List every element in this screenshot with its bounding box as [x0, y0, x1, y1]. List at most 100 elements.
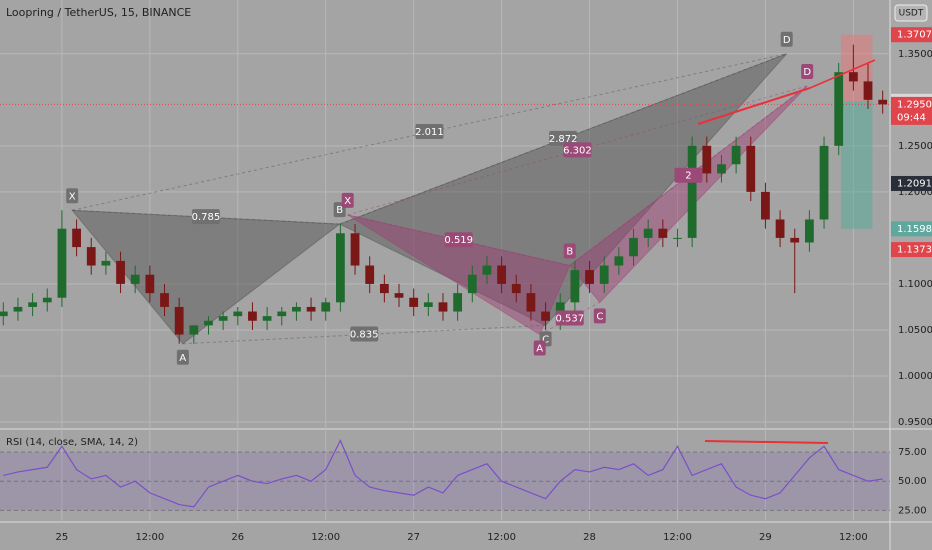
- rsi-tick-label: 25.00: [898, 505, 927, 516]
- candle-body: [101, 260, 111, 266]
- trend-line: [809, 59, 876, 89]
- candle-body: [233, 311, 243, 317]
- target-zone: [840, 101, 873, 229]
- candle-body: [57, 228, 67, 298]
- ratio-box: [549, 130, 578, 146]
- candle-body: [746, 145, 756, 192]
- point-label: D: [783, 35, 791, 46]
- candle-body: [848, 72, 858, 82]
- pattern-ratio-line: [347, 85, 808, 216]
- price-tag: [891, 221, 932, 237]
- pattern-ratio-line: [569, 85, 808, 266]
- pattern-ratio-line: [339, 53, 787, 225]
- point-label: C: [542, 334, 549, 345]
- x-tick-label: 27: [407, 532, 420, 543]
- point-box: [780, 31, 793, 47]
- candle-body: [0, 311, 8, 317]
- candle-body: [365, 265, 375, 284]
- currency[interactable]: USDT: [899, 9, 924, 19]
- candle-body: [116, 260, 125, 284]
- x-tick-label: 28: [583, 532, 596, 543]
- ratio-box: [350, 326, 379, 342]
- y-tick-label: 1.0500: [898, 325, 932, 336]
- candle-body: [526, 293, 536, 312]
- candle-body: [629, 237, 638, 257]
- ratio-box: [191, 209, 220, 225]
- point-label: A: [536, 344, 543, 355]
- trend-line: [697, 87, 811, 125]
- candle-body: [863, 81, 873, 100]
- candle-body: [702, 145, 712, 174]
- candle-body: [599, 265, 609, 284]
- x-tick-label: 12:00: [839, 532, 868, 543]
- ratio-label: 0.519: [444, 235, 473, 246]
- candle-body: [673, 237, 682, 239]
- candle-body: [804, 219, 814, 243]
- price-tag-label: 1.2950: [897, 99, 932, 110]
- point-label: B: [566, 247, 573, 258]
- ratio-label: 2: [685, 171, 691, 182]
- point-label: C: [596, 311, 603, 322]
- candle-body: [761, 191, 770, 220]
- candle-body: [423, 302, 433, 307]
- rsi-divergence: [704, 440, 829, 444]
- candle-body: [174, 306, 184, 335]
- candle-body: [350, 233, 360, 266]
- y-tick-label: 1.1000: [898, 279, 932, 290]
- y-tick-label: 1.0000: [898, 371, 932, 382]
- x-tick-label: 12:00: [135, 532, 164, 543]
- point-box: [341, 192, 354, 208]
- candle-body: [86, 247, 96, 266]
- countdown: 09:44: [897, 112, 926, 123]
- x-tick-label: 26: [231, 532, 244, 543]
- pattern-ratio-line: [72, 53, 787, 211]
- candle-body: [277, 311, 287, 317]
- candle-body: [379, 283, 389, 294]
- price-tag: [891, 27, 932, 43]
- x-tick-label: 25: [56, 532, 69, 543]
- ratio-label: 6.302: [563, 145, 592, 156]
- rsi-tick-label: 50.00: [898, 476, 927, 487]
- x-tick-label: 29: [759, 532, 772, 543]
- candle-body: [453, 293, 463, 312]
- price-axis: [890, 0, 932, 550]
- candle-body: [145, 274, 155, 294]
- price-tag-label: 1.1373: [897, 245, 932, 256]
- pattern-ratio-line: [347, 214, 570, 266]
- y-tick-label: 1.2500: [898, 141, 932, 152]
- point-label: A: [179, 353, 186, 364]
- ratio-box: [674, 167, 703, 183]
- candle-body: [218, 316, 228, 321]
- candle-body: [394, 293, 404, 298]
- x-tick-label: 12:00: [663, 532, 692, 543]
- point-label: D: [803, 67, 811, 78]
- candle-body: [130, 274, 140, 284]
- price-pane: [0, 0, 890, 428]
- point-box: [593, 308, 606, 324]
- currency-box[interactable]: [894, 4, 928, 22]
- y-tick-label: 0.9500: [898, 417, 932, 428]
- candle-body: [775, 219, 785, 238]
- price-tag-label: 1.2091: [897, 178, 932, 189]
- candle-body: [467, 274, 477, 294]
- point-box: [533, 340, 546, 356]
- x-tick-label: 12:00: [487, 532, 516, 543]
- candle-body: [292, 306, 301, 312]
- candle-body: [160, 293, 169, 307]
- candle-body: [262, 316, 272, 321]
- candle-body: [834, 72, 844, 146]
- rsi-band: [0, 452, 890, 511]
- rsi-tick-label: 75.00: [898, 447, 927, 458]
- point-label: B: [336, 205, 343, 216]
- candle-body: [878, 99, 888, 105]
- candle-body: [13, 306, 23, 312]
- candle-body: [335, 233, 345, 303]
- rsi-line: [3, 439, 883, 508]
- price-tag-label: 1.3707: [897, 30, 932, 41]
- ratio-label: 2.011: [415, 127, 444, 138]
- ratio-box: [444, 232, 473, 248]
- y-tick-label: 1.2000: [898, 187, 932, 198]
- price-tag: [891, 175, 932, 191]
- point-label: X: [344, 196, 351, 207]
